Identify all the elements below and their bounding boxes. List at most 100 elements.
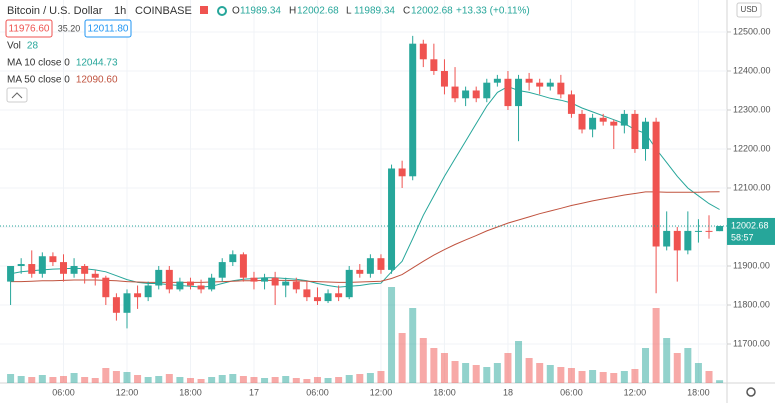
volume-bar	[515, 341, 523, 383]
candle-body	[430, 59, 438, 71]
volume-bar	[557, 367, 565, 383]
volume-bar	[229, 374, 237, 383]
sell-button[interactable]	[5, 19, 53, 38]
candle-body	[218, 262, 226, 278]
volume-bar	[663, 338, 671, 383]
spread: 35.20	[58, 23, 81, 33]
volume-bar	[239, 376, 247, 383]
volume-bar	[684, 348, 692, 383]
candle-body	[472, 90, 480, 99]
x-tick-label: 17	[249, 387, 259, 397]
y-tick-label: 12300.00	[733, 104, 771, 114]
x-tick-label: 06:00	[52, 387, 75, 397]
volume-bar	[123, 372, 131, 383]
volume-bar	[186, 378, 194, 383]
x-tick-label: 12:00	[624, 387, 647, 397]
buy-button[interactable]	[84, 19, 132, 38]
indicator-name: MA 10 close 0	[7, 58, 70, 69]
ohlc-key: L	[346, 6, 352, 17]
volume-bar	[91, 378, 99, 383]
volume-bar	[155, 376, 163, 383]
volume-bar	[536, 363, 544, 383]
candle-body	[81, 265, 89, 274]
volume-bar	[356, 374, 364, 383]
candle-body	[673, 230, 681, 251]
countdown: 58:57	[731, 232, 754, 242]
volume-bar	[409, 308, 417, 383]
candle-body	[239, 254, 247, 278]
candle-body	[663, 230, 671, 247]
candle-body	[313, 297, 321, 302]
candle-body	[705, 230, 713, 232]
candle-body	[176, 281, 184, 290]
moving-average	[10, 191, 720, 283]
candle-body	[197, 285, 205, 290]
volume-bar	[282, 376, 290, 383]
y-tick-label: 12100.00	[733, 182, 771, 192]
candle-body	[599, 117, 607, 122]
y-tick-label: 11800.00	[733, 299, 770, 309]
volume-bar	[716, 380, 724, 383]
collapse-icon	[11, 92, 23, 99]
candle-body	[483, 82, 491, 99]
candle-body	[345, 269, 353, 298]
candle-body	[631, 113, 639, 149]
indicator-name: MA 50 close 0	[7, 75, 70, 86]
y-tick-label: 12200.00	[733, 143, 771, 153]
candle-body	[292, 281, 300, 290]
volume-bar	[112, 371, 120, 383]
volume-bar	[620, 371, 628, 383]
candle-body	[91, 273, 99, 278]
volume-bar	[483, 367, 491, 383]
candles	[7, 35, 724, 329]
volume-bar	[430, 348, 438, 383]
candle-body	[462, 90, 470, 99]
candle-body	[165, 269, 173, 290]
volume-bar	[366, 373, 374, 383]
volume-bar	[81, 377, 89, 383]
candle-body	[409, 43, 417, 177]
price-axis	[727, 0, 775, 403]
volume-bar	[271, 377, 279, 383]
indicator-value: 12090.60	[76, 75, 118, 86]
volume-bar	[504, 353, 512, 383]
candle-body	[38, 256, 46, 274]
volume-bar	[642, 348, 650, 383]
volume-bar	[567, 368, 575, 383]
candle-body	[515, 78, 523, 107]
settings-icon[interactable]	[746, 387, 756, 397]
candle-body	[7, 265, 15, 282]
candle-body	[186, 281, 194, 286]
candle-body	[652, 121, 660, 247]
volume-bar	[451, 361, 459, 383]
candle-body	[155, 269, 163, 286]
volume-bar	[324, 378, 332, 383]
candle-body	[620, 113, 628, 126]
volume-bar	[462, 363, 470, 383]
last-price-tag	[727, 217, 775, 245]
candle-body	[123, 293, 131, 313]
ohlc-key: C	[403, 6, 410, 17]
x-tick-label: 12:00	[116, 387, 139, 397]
y-tick-label: 12400.00	[733, 65, 771, 75]
candle-body	[546, 82, 554, 87]
y-tick-label: 12500.00	[733, 26, 771, 36]
volume-bar	[38, 375, 46, 383]
candle-body	[134, 293, 142, 298]
volume-bar	[59, 376, 67, 383]
volume-bar	[388, 287, 396, 383]
ohlc-value: 11989.34	[354, 6, 395, 17]
flag-icon[interactable]	[200, 6, 208, 14]
candle-body	[716, 225, 724, 232]
volume-bar	[440, 353, 448, 383]
currency-box[interactable]	[736, 2, 762, 18]
collapse-button[interactable]	[6, 87, 28, 103]
x-tick-label: 18:00	[433, 387, 456, 397]
candle-body	[567, 94, 575, 114]
buy-price: 12011.80	[88, 24, 129, 35]
moving-average	[10, 86, 720, 288]
volume-bar	[631, 369, 639, 383]
volume-bar	[652, 308, 660, 383]
volume-bar	[610, 373, 618, 383]
volume-bar	[546, 365, 554, 383]
